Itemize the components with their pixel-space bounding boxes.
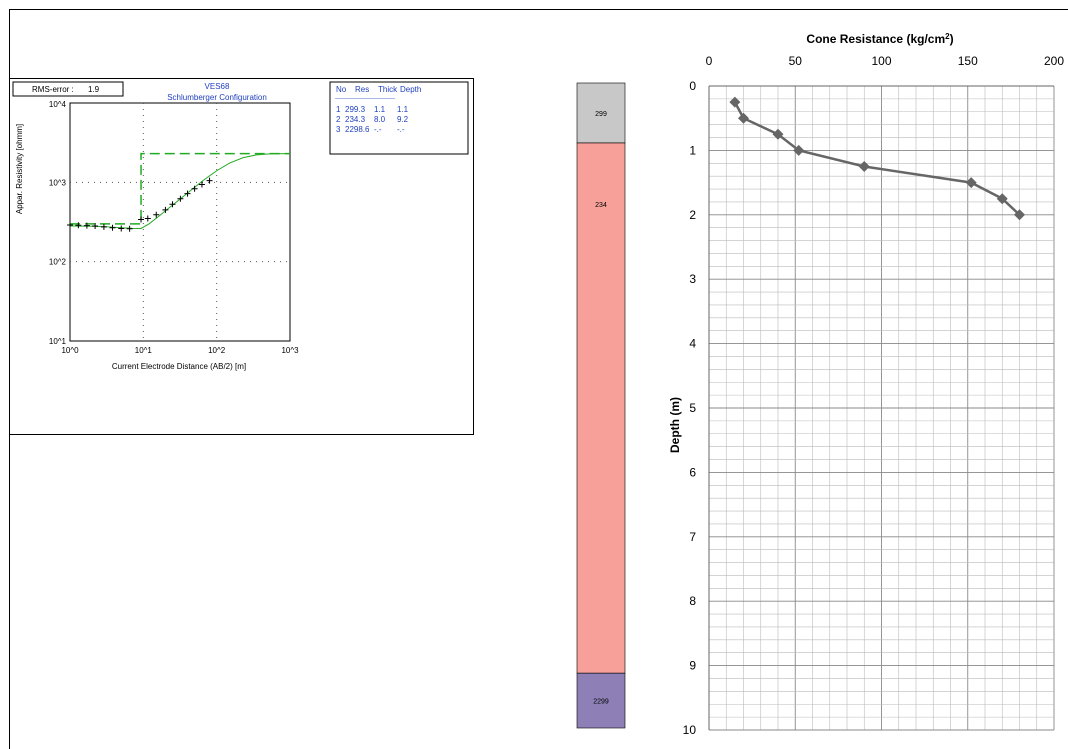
cpt-point bbox=[965, 177, 977, 189]
ves-measured-point bbox=[153, 211, 160, 218]
cpt-ytick-label: 3 bbox=[689, 272, 696, 286]
ves-plot-panel: RMS-error : 1.9 VES68 Schlumberger Confi… bbox=[9, 78, 474, 435]
cpt-point bbox=[1014, 209, 1025, 221]
cpt-point bbox=[793, 144, 805, 156]
cpt-grid bbox=[708, 85, 1055, 731]
cpt-point bbox=[729, 96, 741, 108]
cpt-ytick-label: 10 bbox=[683, 723, 697, 737]
cpt-series bbox=[729, 96, 1025, 221]
column-layer bbox=[576, 82, 626, 144]
column-layer bbox=[576, 142, 626, 674]
ves-xtick-label: 10^1 bbox=[135, 346, 153, 355]
ves-subtitle: Schlumberger Configuration bbox=[167, 93, 267, 102]
cpt-point bbox=[738, 112, 749, 124]
ves-measured-point bbox=[109, 224, 116, 231]
layer-table-cell: 8.0 bbox=[374, 115, 386, 124]
layer-table-cell: 1.1 bbox=[397, 105, 409, 114]
ves-ytick-label: 10^1 bbox=[49, 337, 67, 346]
layer-table-cell: -.- bbox=[374, 125, 382, 134]
ves-measured-point bbox=[206, 177, 213, 184]
ves-measured-point bbox=[138, 216, 145, 223]
cpt-plot: Cone Resistance (kg/cm2) 0 50 100 150 200 0 1 2… bbox=[668, 32, 1065, 737]
layer-table-separator: ------------------------------ bbox=[335, 96, 395, 102]
layer-table-cell: 9.2 bbox=[397, 115, 409, 124]
cpt-ytick-label: 7 bbox=[689, 530, 696, 544]
ves-measured-point bbox=[126, 225, 133, 232]
layer-table: No Res Thick Depth -------------------------… bbox=[335, 85, 421, 134]
column-layer bbox=[576, 672, 626, 729]
ves-measured-point bbox=[118, 225, 125, 232]
cpt-point bbox=[858, 161, 870, 172]
cpt-ytick-label: 8 bbox=[689, 594, 696, 608]
ves-model-line bbox=[70, 152, 290, 225]
cpt-line bbox=[733, 101, 1021, 216]
ves-measured-point bbox=[100, 223, 107, 230]
cpt-ytick-label: 0 bbox=[689, 79, 696, 93]
cpt-xtick-label: 50 bbox=[789, 54, 803, 68]
column-layer-label: 2299 bbox=[593, 699, 609, 706]
cpt-xtick-label: 0 bbox=[706, 54, 713, 68]
ves-measured-point bbox=[177, 195, 184, 202]
layer-table-header: No bbox=[336, 85, 347, 94]
ves-xtick-label: 10^2 bbox=[208, 346, 226, 355]
cone-resistance-chart: Cone Resistance (kg/cm2) 0 50 100 150 200 0 1 2… bbox=[655, 25, 1068, 741]
layer-table-header: Thick bbox=[378, 85, 398, 94]
cpt-xtick-label: 200 bbox=[1044, 54, 1064, 68]
ves-ytick-label: 10^4 bbox=[49, 100, 67, 109]
cpt-ytick-label: 4 bbox=[689, 337, 696, 351]
cpt-ytick-label: 5 bbox=[689, 401, 696, 415]
rms-box bbox=[12, 81, 124, 97]
column-layer-label: 234 bbox=[595, 202, 607, 209]
ves-plot-area: 10^0 10^1 10^2 10^310^410^310^210^1 bbox=[49, 100, 299, 355]
cpt-ytick-label: 9 bbox=[689, 659, 696, 673]
cpt-xtick-label: 150 bbox=[958, 54, 978, 68]
ves-measured-point bbox=[162, 206, 169, 213]
layer-table-cell: 1.1 bbox=[374, 105, 386, 114]
layer-table-cell: 1 bbox=[336, 105, 341, 114]
cpt-ytick-label: 1 bbox=[689, 143, 696, 157]
layer-table-cell: 2 bbox=[336, 115, 341, 124]
ves-ytick-label: 10^3 bbox=[49, 178, 67, 187]
ves-measured-point bbox=[83, 222, 90, 229]
column-layer-label: 299 bbox=[595, 111, 607, 118]
ves-xtick-label: 10^0 bbox=[61, 346, 79, 355]
ves-plot: RMS-error : 1.9 VES68 Schlumberger Confi… bbox=[12, 81, 469, 371]
ves-ytick-label: 10^2 bbox=[49, 258, 67, 267]
ves-measured-point bbox=[67, 221, 73, 228]
cpt-point bbox=[996, 193, 1008, 205]
ves-title: VES68 bbox=[205, 82, 230, 91]
layer-table-cell: 299.3 bbox=[345, 105, 366, 114]
layer-table-header: Res bbox=[355, 85, 369, 94]
ves-measured-point bbox=[169, 201, 176, 208]
cpt-point bbox=[772, 128, 784, 140]
ves-measured-point bbox=[75, 222, 82, 229]
ves-calculated-curve bbox=[69, 153, 291, 229]
ves-xtick-label: 10^3 bbox=[281, 346, 299, 355]
ves-measured-point bbox=[198, 181, 205, 188]
cpt-ylabel: Depth (m) bbox=[668, 397, 682, 453]
cpt-axes: 0 50 100 150 200 0 1 2 3 4 5 6 7 8 9 10 bbox=[683, 54, 1065, 737]
ves-measured-point bbox=[184, 190, 191, 197]
layer-table-cell: 3 bbox=[336, 125, 341, 134]
column-layers: 299 234 2299 bbox=[576, 82, 626, 729]
layer-table-cell: -.- bbox=[397, 125, 405, 134]
cpt-title: Cone Resistance (kg/cm2) bbox=[806, 32, 953, 46]
cpt-xtick-label: 100 bbox=[871, 54, 891, 68]
ves-measured-point bbox=[191, 185, 198, 192]
ves-xlabel: Current Electrode Distance (AB/2) [m] bbox=[112, 362, 246, 371]
resistivity-column: 299 234 2299 bbox=[576, 82, 626, 729]
ves-ylabel: Appar. Resistivity [ohmm] bbox=[15, 124, 24, 214]
layer-table-cell: 234.3 bbox=[345, 115, 366, 124]
layer-table-cell: 2298.6 bbox=[345, 125, 370, 134]
rms-label: RMS-error : bbox=[32, 85, 74, 94]
cpt-ytick-label: 2 bbox=[689, 208, 696, 222]
ves-axes-box bbox=[69, 102, 291, 342]
layer-table-header: Depth bbox=[400, 85, 421, 94]
cpt-ytick-label: 6 bbox=[689, 465, 696, 479]
rms-value: 1.9 bbox=[88, 85, 100, 94]
layer-table-box bbox=[329, 81, 469, 155]
ves-measured-point bbox=[144, 215, 151, 222]
ves-measured-point bbox=[92, 222, 99, 229]
